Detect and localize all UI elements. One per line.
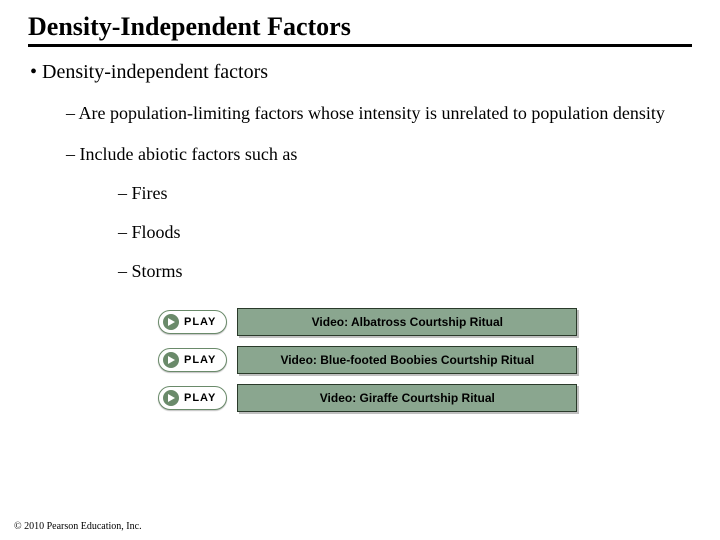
video-title-box[interactable]: Video: Albatross Courtship Ritual <box>237 308 577 336</box>
video-title: Video: Blue-footed Boobies Courtship Rit… <box>280 353 534 367</box>
video-links-section: PLAY Video: Albatross Courtship Ritual P… <box>158 308 692 412</box>
bullet-lvl2: Are population-limiting factors whose in… <box>66 102 692 125</box>
bullet-lvl3: Storms <box>118 261 692 282</box>
bullet-lvl3: Fires <box>118 183 692 204</box>
video-row: PLAY Video: Albatross Courtship Ritual <box>158 308 692 336</box>
play-label: PLAY <box>184 316 216 328</box>
video-title-box[interactable]: Video: Blue-footed Boobies Courtship Rit… <box>237 346 577 374</box>
bullet-lvl2: Include abiotic factors such as <box>66 143 692 166</box>
play-button[interactable]: PLAY <box>158 348 227 372</box>
play-icon <box>163 352 179 368</box>
play-icon <box>163 314 179 330</box>
slide-title: Density-Independent Factors <box>28 12 692 47</box>
video-title: Video: Albatross Courtship Ritual <box>312 315 503 329</box>
copyright-text: © 2010 Pearson Education, Inc. <box>14 521 142 532</box>
video-title: Video: Giraffe Courtship Ritual <box>320 391 495 405</box>
play-icon <box>163 390 179 406</box>
play-label: PLAY <box>184 354 216 366</box>
video-row: PLAY Video: Blue-footed Boobies Courtshi… <box>158 346 692 374</box>
bullet-lvl3: Floods <box>118 222 692 243</box>
bullet-lvl1: Density-independent factors <box>30 61 692 84</box>
video-title-box[interactable]: Video: Giraffe Courtship Ritual <box>237 384 577 412</box>
play-button[interactable]: PLAY <box>158 386 227 410</box>
play-label: PLAY <box>184 392 216 404</box>
video-row: PLAY Video: Giraffe Courtship Ritual <box>158 384 692 412</box>
play-button[interactable]: PLAY <box>158 310 227 334</box>
